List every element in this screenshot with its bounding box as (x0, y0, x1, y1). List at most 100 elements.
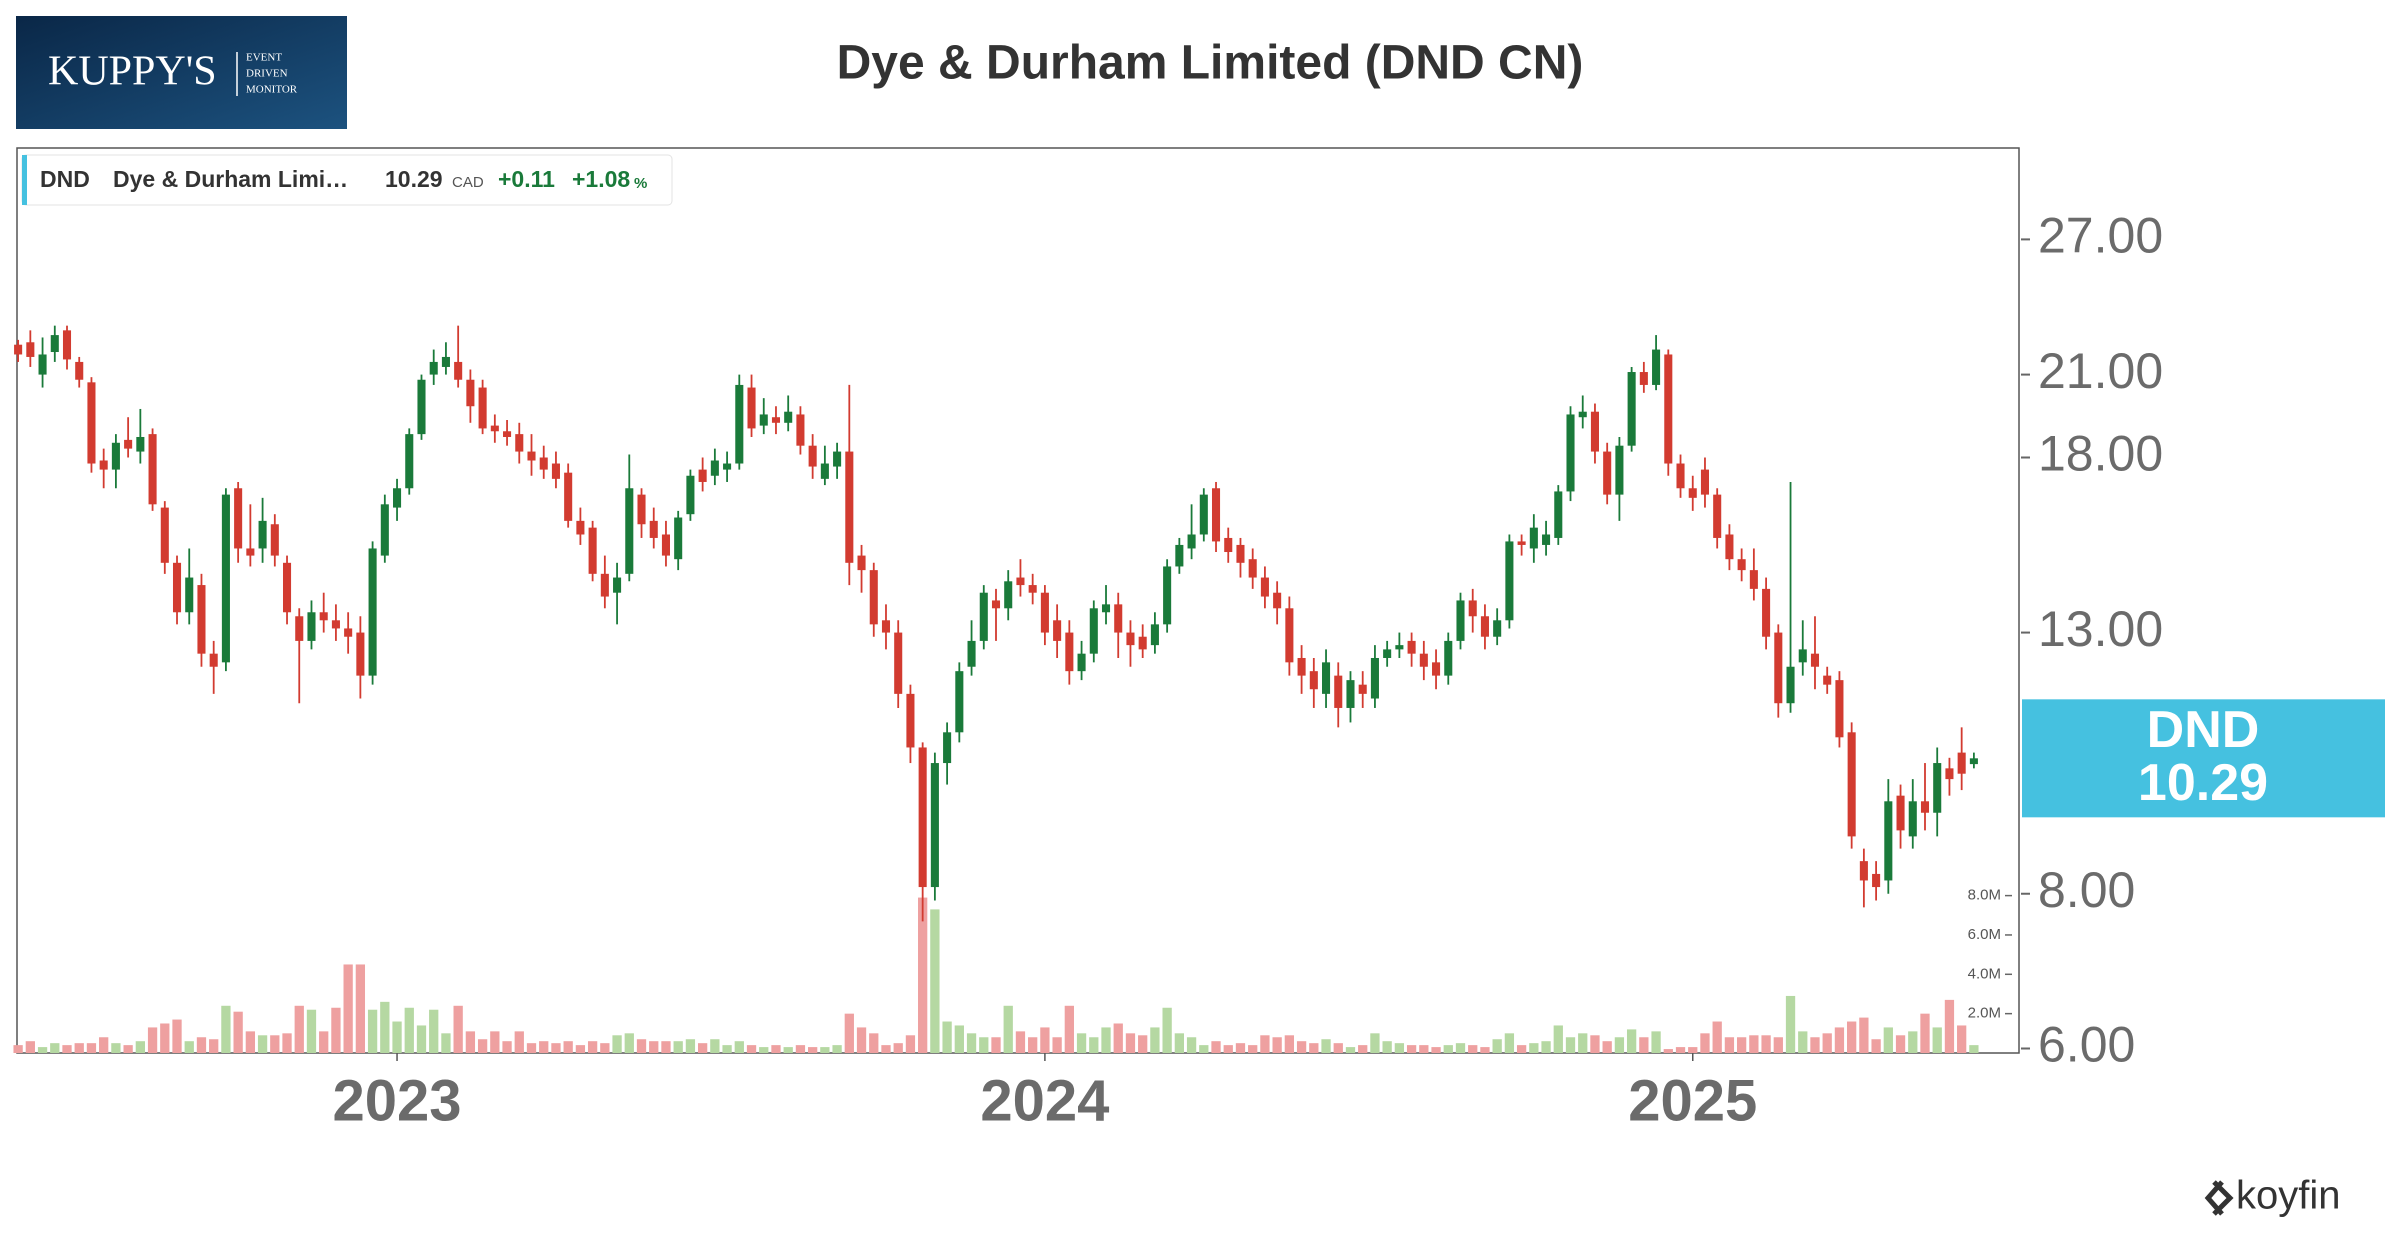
volume-bar (1333, 1043, 1343, 1053)
volume-bar (1504, 1033, 1515, 1053)
candle-body (14, 344, 23, 355)
candle-body (38, 354, 47, 375)
volume-bar (526, 1043, 537, 1053)
volume-bar (930, 909, 940, 1053)
volume-bar (37, 1047, 48, 1053)
candle-body (906, 693, 915, 748)
volume-bar (1541, 1041, 1551, 1053)
candle-body (1590, 411, 1599, 452)
candle-body (160, 507, 169, 563)
brand: koyfin (2204, 1174, 2341, 1218)
volume-bar (1590, 1035, 1600, 1053)
volume-bar (1675, 1047, 1686, 1053)
legend-currency: CAD (452, 174, 484, 191)
y-tick-label: 6.00 (2038, 1017, 2135, 1073)
volume-bar (1688, 1047, 1698, 1053)
volume-bar (1602, 1041, 1612, 1053)
volume-bar (1859, 1017, 1869, 1053)
candle-body (99, 460, 108, 470)
candle-body (1615, 445, 1624, 495)
candle-body (1798, 649, 1807, 663)
candle-body (930, 763, 939, 888)
candle-body (625, 488, 634, 574)
legend-change-pct: +1.08 (572, 166, 630, 192)
volume-bar (62, 1045, 72, 1053)
candle-body (429, 361, 438, 375)
volume-bar (1015, 1031, 1026, 1053)
volume-bar (490, 1031, 500, 1053)
volume-bar (649, 1041, 659, 1053)
volume-tick-label: 4.0M (1968, 965, 2001, 982)
volume-bar (1003, 1005, 1013, 1053)
volume-bar (1186, 1037, 1197, 1053)
volume-bar (331, 1007, 341, 1053)
volume-bar (1419, 1045, 1429, 1053)
candle-body (1285, 608, 1294, 663)
volume-bar (1394, 1043, 1405, 1053)
candle-body (1872, 873, 1881, 888)
candle-body (991, 600, 1001, 609)
candle-body (307, 612, 316, 641)
volume-bar (1174, 1033, 1184, 1053)
candle-body (808, 445, 817, 467)
candle-body (1652, 349, 1661, 385)
volume-bar (257, 1035, 268, 1053)
x-tick-label: 2023 (333, 1068, 462, 1133)
legend-change: +0.11 (498, 166, 555, 192)
volume-bar (856, 1027, 867, 1053)
candle-body (1493, 620, 1502, 637)
candle-body (661, 534, 670, 556)
candle-body (845, 451, 854, 563)
candle-body (515, 434, 524, 452)
volume-bar (1321, 1039, 1331, 1053)
volume-bar (233, 1011, 243, 1053)
candle-body (1480, 616, 1489, 637)
y-tick-label: 21.00 (2038, 343, 2163, 399)
candle-body (1676, 463, 1685, 489)
volume-bar (1358, 1045, 1368, 1053)
candle-body (1236, 544, 1245, 563)
volume-bar (1822, 1033, 1832, 1053)
volume-bar (722, 1045, 732, 1053)
candle-body (1334, 675, 1343, 708)
candle-body (1358, 684, 1367, 694)
volume-bar (1895, 1035, 1906, 1053)
volume-bar (99, 1037, 109, 1053)
volume-bar (123, 1045, 133, 1053)
volume-bar (539, 1041, 549, 1053)
volume-bar (587, 1041, 598, 1053)
candle-body (136, 436, 145, 452)
volume-bar (746, 1045, 757, 1053)
volume-bar (1455, 1043, 1466, 1053)
logo-name: KUPPY'S (48, 49, 217, 95)
volume-bar (477, 1039, 488, 1053)
candle-body (1823, 675, 1832, 685)
candle-body (1920, 801, 1930, 813)
price-tag-ticker: DND (2147, 701, 2260, 759)
volume-bar (172, 1019, 182, 1053)
volume-bar (1492, 1039, 1502, 1053)
volume-bar (1260, 1035, 1270, 1053)
volume-bar (1040, 1027, 1050, 1053)
candle-body (1774, 632, 1783, 704)
candle-body (1896, 795, 1905, 831)
candle-body (1835, 680, 1844, 738)
volume-bar (306, 1009, 317, 1053)
legend-ticker: DND (40, 166, 90, 192)
candle-body (319, 612, 328, 621)
candle-body (1101, 604, 1111, 613)
volume-bar (319, 1031, 329, 1053)
volume-bar (1944, 999, 1955, 1053)
volume-bar (1125, 1033, 1136, 1053)
candle-body (490, 425, 499, 432)
candle-body (943, 732, 952, 764)
volume-bar (1724, 1037, 1735, 1053)
candle-body (1639, 372, 1648, 385)
volume-bar (636, 1039, 647, 1053)
volume-bar (1345, 1047, 1356, 1053)
candle-body (1419, 653, 1428, 667)
candle-body (1432, 662, 1441, 676)
candle-body (686, 475, 695, 515)
logo-tagline: EVENT (246, 52, 282, 64)
volume-bar (1529, 1043, 1539, 1053)
